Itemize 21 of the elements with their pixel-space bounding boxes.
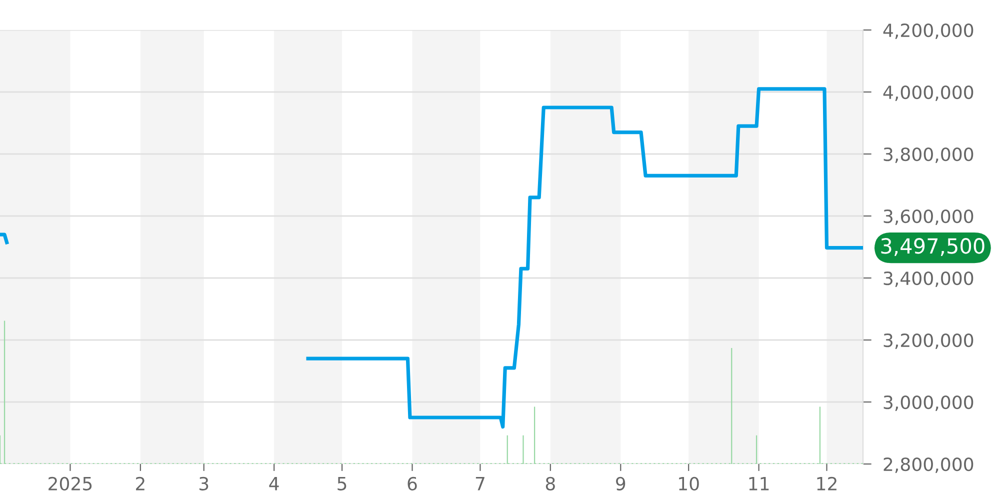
x-tick-label: 5 — [338, 477, 346, 490]
y-tick-label: 3,200,000 — [884, 333, 974, 349]
x-tick-label: 8 — [546, 476, 555, 490]
x-tick-label: 2 — [136, 476, 144, 490]
x-tick-label: 7 — [476, 477, 484, 490]
x-tick-label: 6 — [408, 476, 417, 490]
y-tick-label: 4,200,000 — [883, 23, 974, 39]
annotation: 3,497,500 — [881, 238, 984, 256]
x-tick-label: 2025 — [48, 476, 92, 490]
x-tick-label: 4 — [269, 477, 279, 490]
x-tick-label: 3 — [199, 476, 208, 490]
x-tick-label: 12 — [817, 476, 836, 490]
x-tick-label: 11 — [749, 477, 769, 490]
y-tick-label: 3,400,000 — [884, 271, 974, 287]
y-tick-label: 4,000,000 — [883, 85, 974, 101]
x-tick-label: 9 — [616, 476, 626, 490]
y-tick-label: 2,800,000 — [884, 457, 974, 473]
x-tick-label: 10 — [679, 476, 699, 490]
y-tick-label: 3,800,000 — [884, 147, 974, 163]
y-tick-label: 3,000,000 — [884, 395, 974, 411]
y-tick-label: 3,600,000 — [884, 209, 974, 225]
